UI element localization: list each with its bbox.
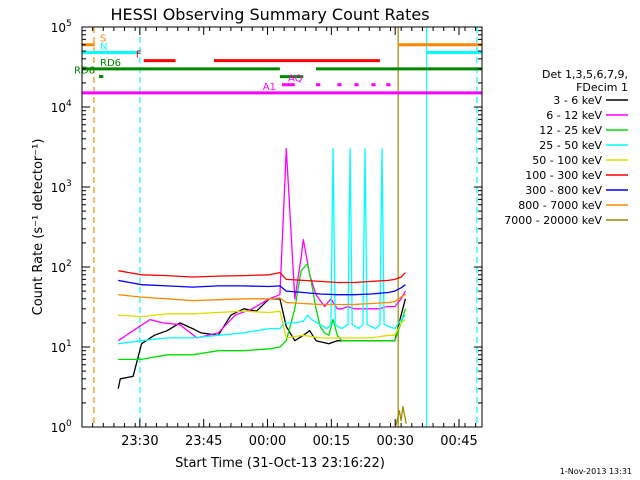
footer-timestamp: 1-Nov-2013 13:31 (560, 467, 632, 476)
x-tick-label-3: 00:15 (313, 434, 350, 449)
y-tick-label-0: 10 (51, 421, 66, 435)
flag-label-6: A1 (263, 82, 276, 93)
legend-label-0: 3 - 6 keV (553, 94, 602, 107)
y-tick-exponent-3: 3 (66, 179, 72, 189)
y-tick-label-2: 10 (51, 261, 66, 275)
legend-header-1: FDecim 1 (576, 81, 628, 94)
y-tick-exponent-1: 1 (66, 339, 72, 349)
flag-label-1: N (100, 42, 107, 53)
x-tick-label-2: 00:00 (249, 434, 286, 449)
legend-label-5: 100 - 300 keV (525, 169, 602, 182)
flag-label-4: RD6 (74, 66, 95, 77)
x-tick-label-4: 00:30 (376, 434, 413, 449)
x-tick-label-5: 00:45 (440, 434, 477, 449)
x-tick-label-1: 23:45 (185, 434, 222, 449)
flag-label-2: F (136, 50, 142, 61)
series-line-8 (395, 405, 407, 426)
flag-label-0: S (100, 34, 106, 45)
legend-label-4: 50 - 100 keV (532, 154, 602, 167)
series-line-7 (118, 294, 406, 306)
legend-label-8: 7000 - 20000 keV (504, 214, 602, 227)
legend-label-7: 800 - 7000 keV (518, 199, 602, 212)
legend: Det 1,3,5,6,7,9,FDecim 13 - 6 keV 6 - 12 … (504, 68, 628, 227)
plot-frame (81, 26, 483, 428)
y-axis-label: Count Rate (s⁻¹ detector⁻¹) (31, 139, 46, 316)
x-axis-ticks: 23:30 23:45 00:00 00:15 00:30 00:45 (81, 27, 478, 449)
x-axis-label: Start Time (31-Oct-13 23:16:22) (175, 456, 385, 471)
y-tick-exponent-0: 0 (66, 419, 72, 429)
y-tick-label-1: 10 (51, 341, 66, 355)
series-line-5 (118, 270, 406, 284)
y-tick-label-4: 10 (51, 101, 66, 115)
legend-header-0: Det 1,3,5,6,7,9, (542, 68, 628, 81)
series-line-6 (118, 279, 406, 296)
y-tick-label-3: 10 (51, 181, 66, 195)
flag-label-3: RD6 (100, 58, 121, 69)
legend-label-3: 25 - 50 keV (539, 139, 602, 152)
x-tick-label-0: 23:30 (121, 434, 158, 449)
status-flags: SN F RD6 RD6 AQ A1 (74, 34, 482, 95)
flag-label-5: AQ (288, 74, 303, 85)
series-line-2 (118, 263, 407, 361)
y-tick-exponent-4: 4 (66, 99, 72, 109)
legend-label-2: 12 - 25 keV (539, 124, 602, 137)
legend-label-6: 300 - 800 keV (525, 184, 602, 197)
chart-title: HESSI Observing Summary Count Rates (110, 5, 429, 24)
y-tick-label-5: 10 (51, 21, 66, 35)
y-tick-exponent-5: 5 (66, 19, 72, 29)
series-line-3 (118, 148, 406, 345)
legend-label-1: 6 - 12 keV (546, 109, 602, 122)
series-lines (117, 148, 407, 426)
y-tick-exponent-2: 2 (66, 259, 72, 269)
series-line-4 (118, 310, 406, 339)
